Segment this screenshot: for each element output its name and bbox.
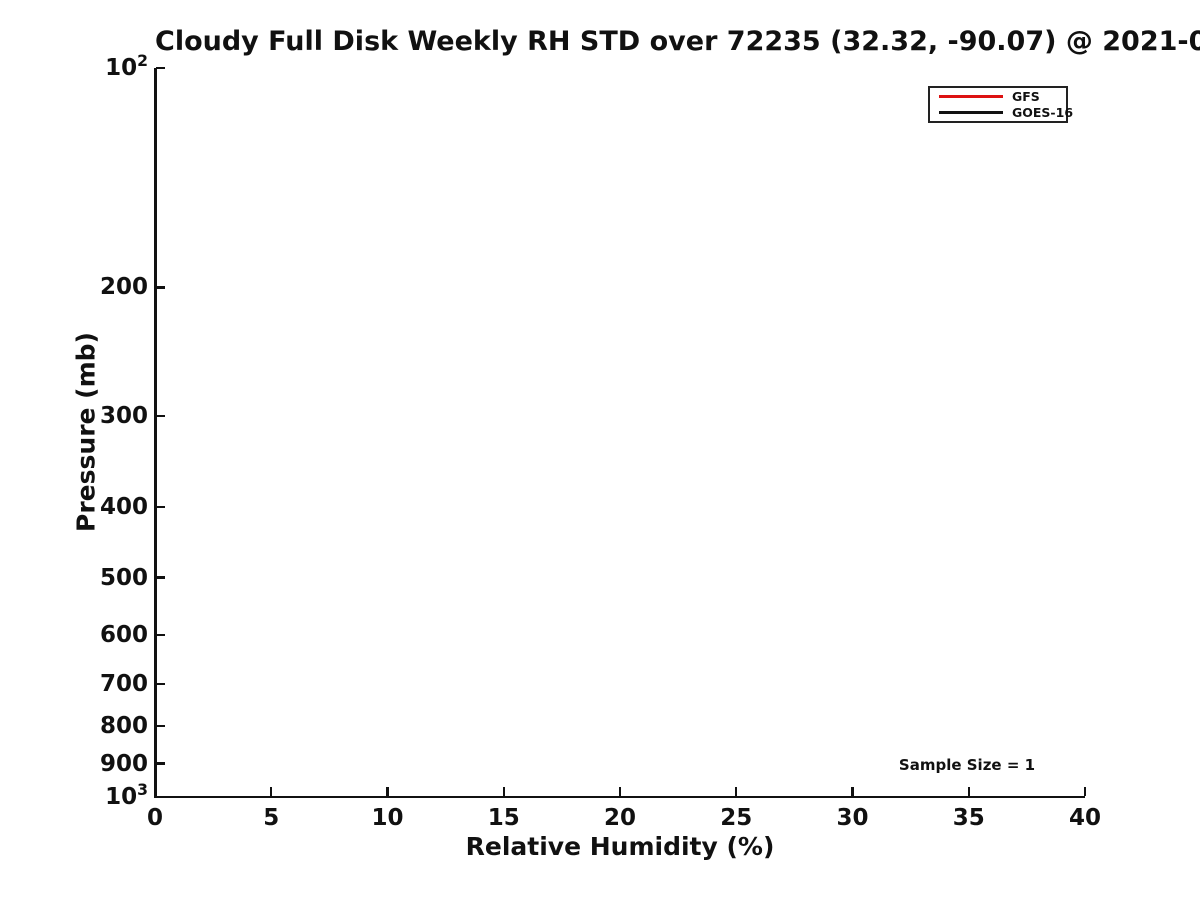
x-tick xyxy=(851,787,854,796)
legend-entry: GOES-16 xyxy=(939,105,1073,120)
x-axis-label: Relative Humidity (%) xyxy=(465,832,775,861)
x-tick-label: 5 xyxy=(263,805,280,831)
y-axis-spine xyxy=(154,68,157,797)
y-tick-label: 300 xyxy=(99,402,148,429)
y-tick-label: 102 xyxy=(105,51,148,81)
y-tick-label: 500 xyxy=(99,564,148,591)
x-tick xyxy=(153,787,157,796)
y-tick xyxy=(156,795,165,799)
y-tick-label: 800 xyxy=(99,713,148,740)
legend: GFS GOES-16 xyxy=(928,86,1073,123)
x-tick xyxy=(735,787,738,796)
exponent: 3 xyxy=(137,780,148,800)
x-tick-label: 10 xyxy=(371,805,404,831)
legend-line-sample xyxy=(939,94,1003,99)
y-tick-label: 103 xyxy=(105,780,148,810)
y-tick-label: 700 xyxy=(99,671,148,698)
x-tick-label: 15 xyxy=(487,805,520,831)
plot-area xyxy=(153,66,1087,799)
y-tick xyxy=(156,286,165,289)
x-tick-label: 30 xyxy=(836,805,869,831)
legend-entry: GFS xyxy=(939,88,1066,104)
y-tick xyxy=(156,725,165,728)
x-tick-label: 25 xyxy=(720,805,753,831)
x-tick-label: 0 xyxy=(146,805,163,831)
x-tick xyxy=(1083,787,1087,796)
y-tick xyxy=(156,682,165,686)
x-tick xyxy=(502,787,505,796)
y-tick xyxy=(156,762,165,765)
x-tick-label: 40 xyxy=(1068,805,1101,831)
y-tick xyxy=(156,414,165,417)
y-tick-label: 900 xyxy=(99,750,148,777)
x-tick xyxy=(618,787,622,796)
legend-line-sample xyxy=(939,110,1003,115)
y-tick-label: 600 xyxy=(99,622,148,649)
exponent: 2 xyxy=(137,51,148,71)
x-axis-spine xyxy=(154,795,1085,798)
y-tick xyxy=(156,576,165,579)
y-tick xyxy=(156,634,165,637)
chart-title: Cloudy Full Disk Weekly RH STD over 7223… xyxy=(155,26,1200,57)
x-tick-label: 20 xyxy=(603,805,636,831)
legend-label: GFS xyxy=(1012,88,1040,104)
x-tick-label: 35 xyxy=(952,805,985,831)
legend-label: GOES-16 xyxy=(1012,104,1074,120)
x-tick xyxy=(386,787,389,796)
x-tick xyxy=(270,787,273,796)
x-tick xyxy=(967,787,970,796)
y-tick-label: 400 xyxy=(99,493,148,520)
y-tick xyxy=(156,505,165,509)
y-tick xyxy=(156,66,165,70)
y-tick-label: 200 xyxy=(99,274,148,301)
sample-size-annotation: Sample Size = 1 xyxy=(898,756,1036,774)
